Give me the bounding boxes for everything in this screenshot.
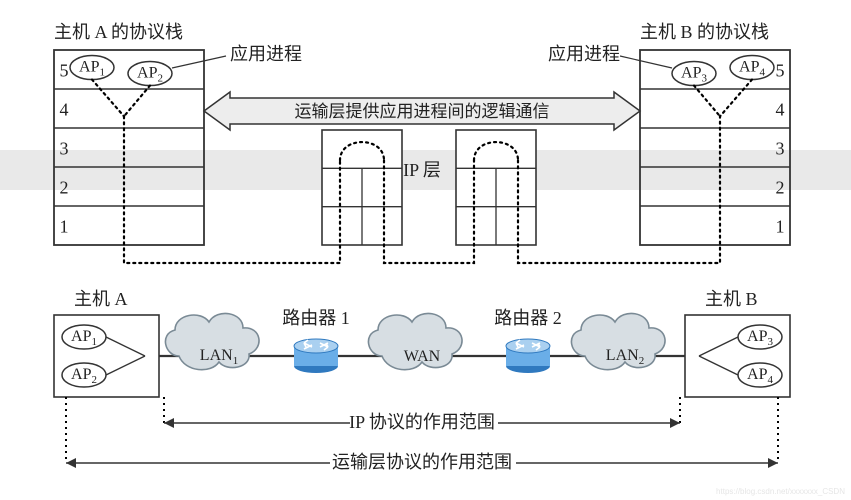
svg-text:LAN2: LAN2: [606, 347, 644, 367]
stack-row-label: 4: [60, 100, 69, 120]
network-diagram: 5432154321AP1AP2AP3AP4主机 A 的协议栈主机 B 的协议栈…: [0, 0, 851, 500]
svg-text:WAN: WAN: [404, 348, 441, 365]
transport-scope-label: 运输层协议的作用范围: [332, 452, 512, 472]
transport-arrow-label: 运输层提供应用进程间的逻辑通信: [295, 102, 550, 121]
app-process-label-left: 应用进程: [230, 44, 302, 64]
protocol-stack: [54, 50, 204, 245]
router-1-icon: [294, 339, 338, 353]
stack-row-label: 5: [776, 61, 785, 81]
svg-text:LAN1: LAN1: [200, 347, 238, 367]
router-1-label: 路由器 1: [282, 308, 350, 328]
router-2-icon: [506, 339, 550, 353]
protocol-stack: [640, 50, 790, 245]
stack-row-label: 4: [776, 100, 785, 120]
ip-layer-label: IP 层: [403, 160, 441, 180]
host-a-label: 主机 A: [74, 289, 128, 309]
stack-row-label: 2: [776, 178, 785, 198]
host-b-label: 主机 B: [705, 289, 758, 309]
stack-row-label: 2: [60, 178, 69, 198]
stack-row-label: 3: [60, 139, 69, 159]
stack-row-label: 1: [60, 217, 69, 237]
host-b-stack-title: 主机 B 的协议栈: [640, 22, 769, 42]
watermark-text: https://blog.csdn.net/xxxxxxx_CSDN: [716, 487, 845, 496]
stack-row-label: 1: [776, 217, 785, 237]
stack-row-label: 3: [776, 139, 785, 159]
ip-scope-label: IP 协议的作用范围: [349, 412, 495, 432]
host-a-stack-title: 主机 A 的协议栈: [54, 22, 183, 42]
app-process-label-right: 应用进程: [548, 44, 620, 64]
stack-row-label: 5: [60, 61, 69, 81]
router-2-label: 路由器 2: [494, 308, 562, 328]
